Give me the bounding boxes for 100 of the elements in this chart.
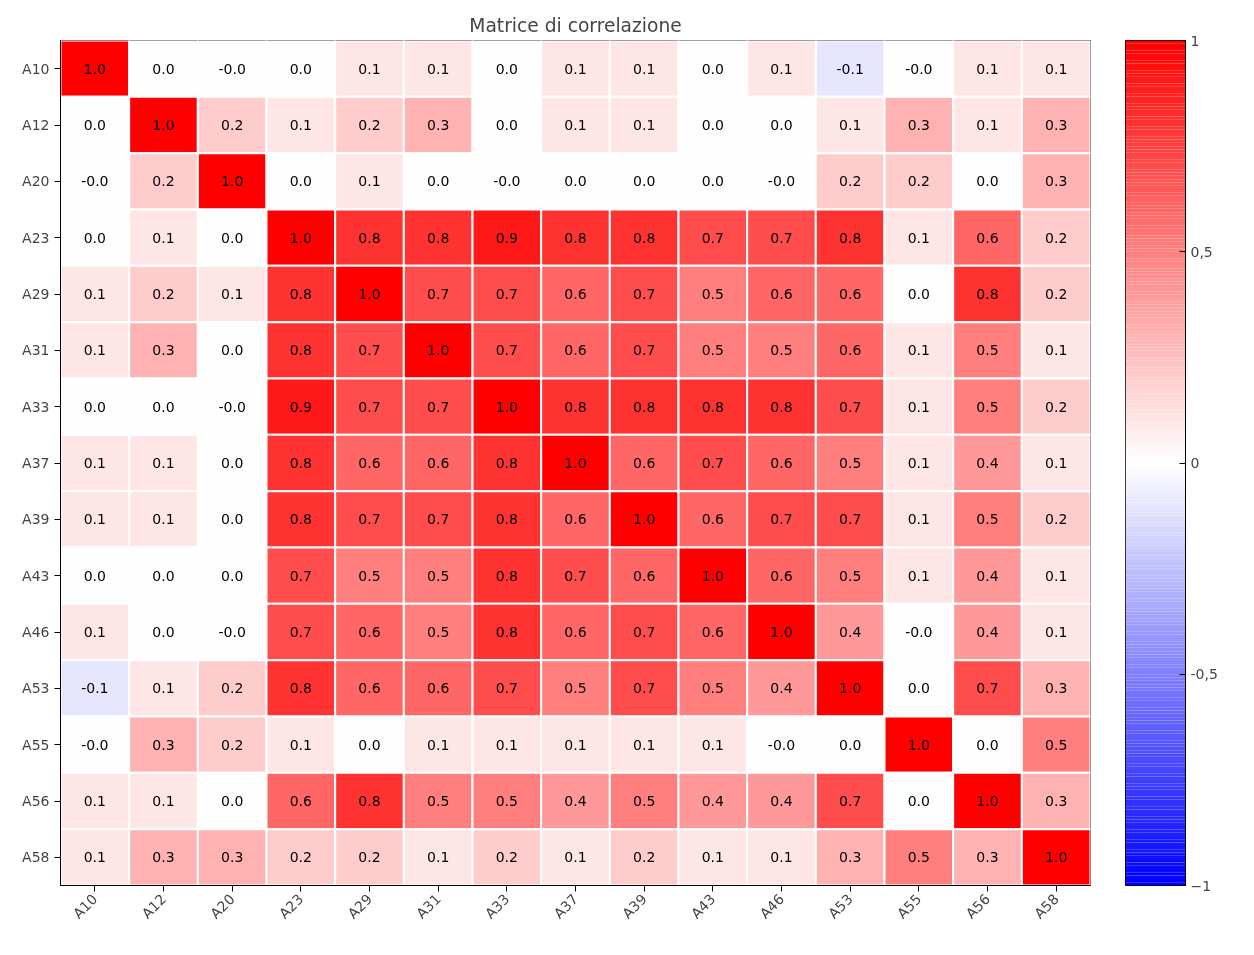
data-label: 0.7	[839, 511, 862, 528]
chart-title: Matrice di correlazione	[469, 14, 682, 36]
data-label: 0.1	[83, 511, 106, 528]
data-label: 0.6	[770, 286, 793, 302]
data-label: 1.0	[701, 567, 724, 584]
data-label: 0.2	[1045, 398, 1068, 415]
data-label: -0.0	[767, 736, 796, 753]
data-label: 0.3	[1045, 117, 1068, 133]
data-label: 0.1	[289, 736, 312, 753]
data-label: 0.1	[427, 736, 450, 753]
data-label: 1.0	[152, 117, 175, 133]
data-label: 0.8	[358, 229, 381, 246]
data-label: 0.8	[495, 511, 518, 528]
data-label: -0.0	[905, 60, 933, 77]
data-label: 0.1	[83, 342, 106, 359]
data-label: 0.1	[358, 60, 381, 77]
data-label: 0.0	[83, 398, 106, 415]
data-label: 0.6	[839, 286, 862, 302]
data-label: 0.5	[907, 849, 930, 866]
data-label: -0.1	[81, 680, 109, 697]
data-label: 0.0	[221, 567, 244, 584]
data-label: 0.1	[1045, 624, 1068, 640]
data-label: 0.8	[633, 398, 656, 415]
data-label: 0.8	[358, 793, 381, 809]
y-tick-label: A10	[22, 60, 50, 77]
y-tick-label: A58	[22, 849, 50, 866]
data-label: 0.7	[289, 567, 312, 584]
data-label: -0.0	[767, 173, 796, 190]
data-label: 0.8	[976, 286, 999, 302]
data-label: 0.0	[495, 117, 518, 133]
data-label: 0.1	[907, 229, 930, 246]
y-tick-label: A31	[22, 342, 50, 359]
data-label: 0.1	[152, 229, 175, 246]
data-label: 0.7	[358, 342, 381, 359]
data-label: 0.6	[564, 286, 587, 302]
data-label: 1.0	[358, 286, 381, 302]
data-label: 0.1	[564, 117, 587, 133]
data-label: 0.6	[564, 624, 587, 640]
data-label: 0.6	[770, 455, 793, 471]
data-label: 0.0	[152, 567, 175, 584]
data-label: 0.0	[289, 173, 312, 190]
data-label: 0.4	[976, 624, 999, 640]
data-label: 0.4	[839, 624, 862, 640]
data-label: 0.7	[564, 567, 587, 584]
data-label: 0.1	[770, 849, 793, 866]
data-label: 0.1	[633, 736, 656, 753]
data-label: 0.0	[152, 624, 175, 640]
y-tick-label: A20	[22, 173, 50, 190]
y-tick-label: A23	[22, 229, 50, 246]
data-label: -0.0	[218, 60, 246, 77]
data-label: 0.0	[221, 229, 244, 246]
data-label: 0.8	[839, 229, 862, 246]
data-label: -0.1	[836, 60, 864, 77]
y-tick-label: A37	[22, 455, 50, 471]
data-label: 0.5	[427, 624, 450, 640]
data-label: 0.2	[358, 849, 381, 866]
data-label: 0.8	[564, 229, 587, 246]
data-label: 0.8	[495, 567, 518, 584]
data-label: 0.0	[358, 736, 381, 753]
data-label: 0.1	[564, 849, 587, 866]
data-label: 0.7	[427, 511, 450, 528]
data-label: 0.1	[1045, 342, 1068, 359]
y-tick-label: A33	[22, 398, 50, 415]
data-label: 0.8	[427, 229, 450, 246]
data-label: 0.6	[427, 455, 450, 471]
data-label: 0.1	[152, 455, 175, 471]
data-label: 0.8	[289, 680, 312, 697]
data-label: 0.6	[564, 342, 587, 359]
color-bar-label: −1	[1190, 877, 1212, 894]
data-label: 0.0	[221, 455, 244, 471]
data-label: 0.7	[770, 229, 793, 246]
data-label: 0.5	[839, 567, 862, 584]
data-label: 0.3	[1045, 793, 1068, 809]
data-label: 0.1	[289, 117, 312, 133]
data-label: 0.1	[839, 117, 862, 133]
data-label: 0.0	[152, 60, 175, 77]
data-label: 0.2	[221, 117, 244, 133]
data-label: 0.7	[839, 793, 862, 809]
data-label: 0.3	[839, 849, 862, 866]
data-label: -0.0	[218, 624, 246, 640]
color-bar-label: 0	[1190, 455, 1200, 471]
data-label: 0.7	[427, 398, 450, 415]
data-label: 0.2	[1045, 229, 1068, 246]
data-label: 0.5	[976, 342, 999, 359]
data-label: 0.2	[221, 736, 244, 753]
data-label: 0.1	[495, 736, 518, 753]
data-label: 0.6	[564, 511, 587, 528]
data-label: 0.6	[633, 455, 656, 471]
data-label: 0.1	[907, 567, 930, 584]
data-label: 0.0	[701, 117, 724, 133]
data-label: 1.0	[770, 624, 793, 640]
data-label: 0.5	[701, 680, 724, 697]
data-label: 0.0	[83, 229, 106, 246]
data-label: 0.0	[701, 173, 724, 190]
data-label: 0.5	[564, 680, 587, 697]
y-tick-label: A39	[22, 511, 50, 528]
data-label: 0.7	[358, 398, 381, 415]
color-bar-label: 1	[1190, 32, 1200, 49]
data-label: 0.6	[358, 455, 381, 471]
data-label: 0.0	[495, 60, 518, 77]
